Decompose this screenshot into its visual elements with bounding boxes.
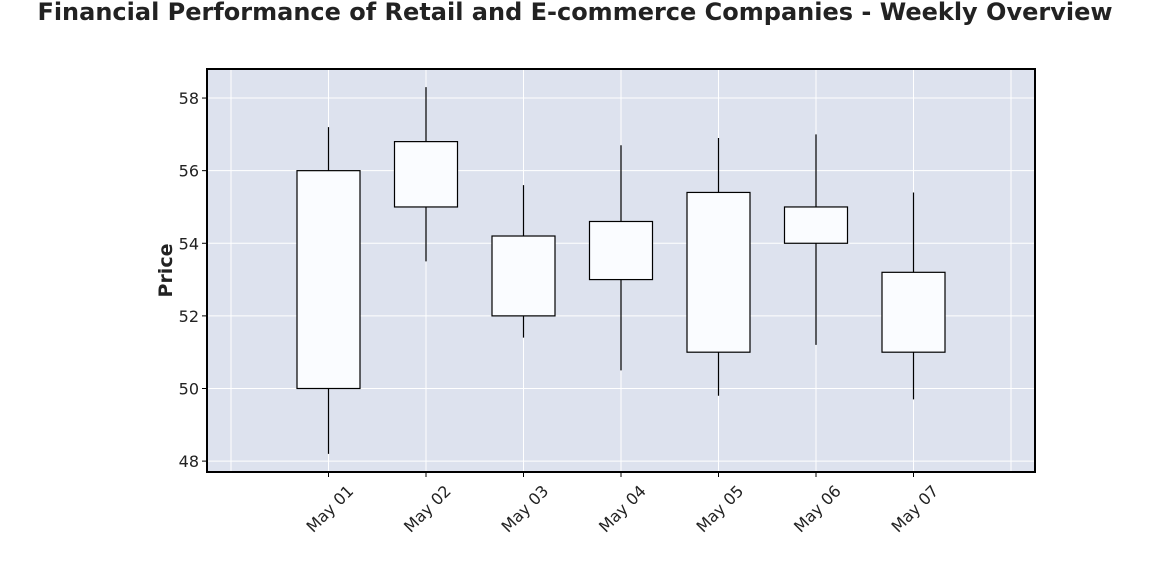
candle bbox=[881, 192, 946, 400]
candle-body bbox=[393, 141, 459, 208]
candle bbox=[296, 127, 361, 454]
y-axis: 48 50 52 54 56 58 bbox=[179, 89, 207, 471]
x-axis: May 01 May 02 May 03 May 04 May 05 May 06 May … bbox=[303, 472, 943, 536]
x-tick-label: May 06 bbox=[790, 481, 845, 536]
candle bbox=[783, 134, 849, 345]
y-tick-label: 48 bbox=[179, 452, 199, 471]
x-tick-label: May 07 bbox=[888, 481, 943, 536]
y-tick-label: 56 bbox=[179, 162, 199, 181]
candle-body bbox=[588, 220, 654, 281]
chart-title: Financial Performance of Retail and E-co… bbox=[37, 0, 1113, 26]
candle-body bbox=[686, 191, 751, 353]
y-axis-label: Price bbox=[155, 244, 177, 298]
x-tick-label: May 03 bbox=[498, 481, 553, 536]
candle bbox=[686, 137, 751, 396]
candle bbox=[393, 87, 459, 262]
y-tick-label: 52 bbox=[179, 307, 199, 326]
candles bbox=[296, 87, 946, 454]
y-tick-label: 58 bbox=[179, 89, 199, 108]
x-tick-label: May 04 bbox=[595, 481, 650, 536]
x-tick-label: May 02 bbox=[400, 481, 455, 536]
x-tick-label: May 01 bbox=[303, 481, 358, 536]
candle-body bbox=[491, 235, 556, 317]
candle-body bbox=[783, 206, 849, 244]
candle bbox=[588, 145, 654, 371]
candle bbox=[491, 185, 556, 338]
x-tick-label: May 05 bbox=[693, 481, 748, 536]
candle-body bbox=[881, 271, 946, 353]
y-tick-label: 54 bbox=[179, 234, 199, 253]
y-tick-label: 50 bbox=[179, 379, 199, 398]
candle-body bbox=[296, 170, 361, 390]
